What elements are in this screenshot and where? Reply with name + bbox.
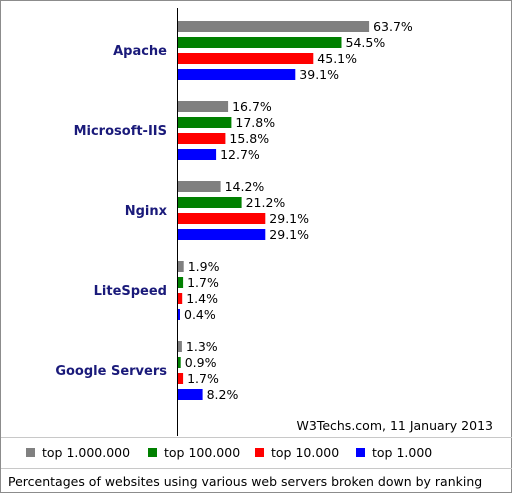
bar-microsoft-iis-top-1-000-000 [178, 101, 229, 112]
value-label-google-servers-top-1-000-000: 1.3% [186, 339, 218, 354]
bar-nginx-top-100-000 [178, 197, 242, 208]
category-label-microsoft-iis: Microsoft-IIS [74, 124, 167, 139]
value-label-nginx-top-1-000-000: 14.2% [225, 179, 265, 194]
bar-microsoft-iis-top-100-000 [178, 117, 232, 128]
value-label-microsoft-iis-top-100-000: 17.8% [235, 115, 275, 130]
bar-microsoft-iis-top-10-000 [178, 133, 226, 144]
value-label-apache-top-1-000-000: 63.7% [373, 19, 413, 34]
category-label-nginx: Nginx [125, 204, 168, 219]
value-label-microsoft-iis-top-1-000-000: 16.7% [232, 99, 272, 114]
bar-nginx-top-1-000 [178, 229, 266, 240]
bars-layer [178, 21, 370, 400]
bar-google-servers-top-100-000 [178, 357, 181, 368]
bar-nginx-top-1-000-000 [178, 181, 221, 192]
value-label-google-servers-top-1-000: 8.2% [207, 387, 239, 402]
bar-litespeed-top-100-000 [178, 277, 184, 288]
bar-google-servers-top-1-000-000 [178, 341, 182, 352]
category-label-litespeed: LiteSpeed [94, 284, 167, 299]
bar-google-servers-top-10-000 [178, 373, 184, 384]
value-label-apache-top-1-000: 39.1% [299, 67, 339, 82]
bar-google-servers-top-1-000 [178, 389, 203, 400]
legend-swatch-top-1-000 [356, 448, 365, 457]
value-label-microsoft-iis-top-1-000: 12.7% [220, 147, 260, 162]
value-label-nginx-top-1-000: 29.1% [269, 227, 309, 242]
legend-label-top-10-000: top 10.000 [271, 445, 339, 460]
value-label-litespeed-top-10-000: 1.4% [186, 291, 218, 306]
bar-apache-top-10-000 [178, 53, 314, 64]
caption-text: Percentages of websites using various we… [8, 474, 482, 489]
bar-litespeed-top-1-000-000 [178, 261, 184, 272]
legend-swatch-top-100-000 [148, 448, 157, 457]
bar-apache-top-1-000-000 [178, 21, 370, 32]
legend-label-top-100-000: top 100.000 [164, 445, 240, 460]
bar-nginx-top-10-000 [178, 213, 266, 224]
category-label-apache: Apache [113, 44, 167, 59]
legend: top 1.000.000 top 100.000 top 10.000 top 1.… [26, 445, 432, 460]
value-label-litespeed-top-100-000: 1.7% [187, 275, 219, 290]
value-label-litespeed-top-1-000: 0.4% [184, 307, 216, 322]
value-label-apache-top-100-000: 54.5% [346, 35, 386, 50]
value-label-nginx-top-100-000: 21.2% [246, 195, 286, 210]
value-label-litespeed-top-1-000-000: 1.9% [188, 259, 220, 274]
bar-apache-top-100-000 [178, 37, 342, 48]
value-labels: 63.7%54.5%45.1%39.1% 16.7%17.8%15.8%12.7%… [184, 19, 413, 402]
legend-label-top-1-000: top 1.000 [372, 445, 432, 460]
legend-swatch-top-10-000 [255, 448, 264, 457]
credit-text: W3Techs.com, 11 January 2013 [297, 418, 494, 433]
value-label-google-servers-top-10-000: 1.7% [187, 371, 219, 386]
bar-microsoft-iis-top-1-000 [178, 149, 217, 160]
bar-litespeed-top-1-000 [178, 309, 180, 320]
bar-apache-top-1-000 [178, 69, 296, 80]
legend-swatch-top-1-000-000 [26, 448, 35, 457]
value-label-microsoft-iis-top-10-000: 15.8% [229, 131, 269, 146]
category-labels: Apache Microsoft-IIS Nginx LiteSpeed Google … [55, 44, 167, 379]
legend-label-top-1-000-000: top 1.000.000 [42, 445, 130, 460]
value-label-google-servers-top-100-000: 0.9% [185, 355, 217, 370]
value-label-nginx-top-10-000: 29.1% [269, 211, 309, 226]
bar-litespeed-top-10-000 [178, 293, 183, 304]
value-label-apache-top-10-000: 45.1% [317, 51, 357, 66]
category-label-google-servers: Google Servers [55, 364, 167, 379]
